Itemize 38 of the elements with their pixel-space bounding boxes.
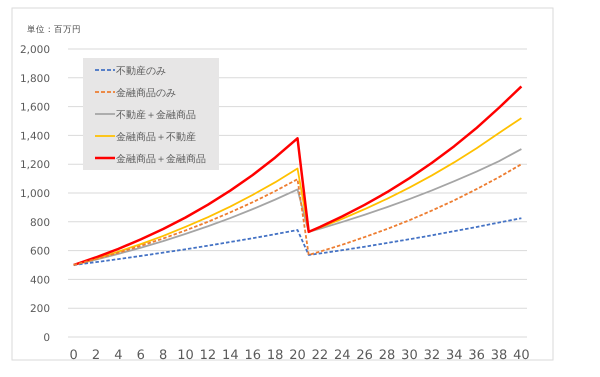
y-tick-label: 1,600 — [20, 102, 50, 114]
x-tick-label: 40 — [513, 348, 530, 363]
y-tick-label: 800 — [30, 216, 50, 229]
legend-label: 金融商品＋金融商品 — [116, 153, 206, 165]
x-tick-label: 32 — [424, 348, 440, 363]
x-tick-label: 16 — [244, 348, 261, 363]
x-tick-label: 30 — [401, 348, 418, 363]
y-tick-label: 1,000 — [20, 188, 50, 200]
legend-label: 金融商品＋不動産 — [116, 131, 196, 143]
x-tick-label: 38 — [490, 348, 508, 363]
y-tick-label: 400 — [30, 274, 50, 286]
x-tick-label: 10 — [177, 348, 194, 363]
y-axis-title: 単位：百万円 — [27, 24, 81, 35]
x-tick-label: 26 — [356, 348, 373, 363]
x-tick-label: 20 — [289, 348, 306, 363]
x-tick-label: 22 — [312, 348, 328, 363]
y-tick-label: 2,000 — [20, 44, 50, 56]
y-tick-label: 600 — [30, 246, 50, 258]
x-tick-label: 28 — [378, 348, 396, 363]
x-tick-label: 12 — [200, 348, 216, 363]
x-tick-label: 14 — [222, 348, 239, 363]
y-tick-label: 1,800 — [20, 72, 50, 85]
x-tick-label: 18 — [266, 348, 284, 363]
legend-label: 不動産のみ — [116, 65, 166, 77]
y-tick-label: 200 — [30, 303, 50, 316]
y-tick-label: 1,200 — [20, 159, 50, 172]
legend-label: 金融商品のみ — [116, 87, 176, 99]
x-tick-label: 24 — [334, 348, 351, 363]
x-tick-label: 6 — [136, 348, 145, 363]
x-tick-label: 36 — [468, 348, 485, 363]
x-tick-label: 34 — [446, 348, 463, 363]
x-tick-label: 4 — [114, 348, 123, 363]
legend-label: 不動産＋金融商品 — [116, 109, 196, 121]
x-tick-label: 0 — [69, 348, 78, 363]
x-tick-label: 2 — [92, 348, 100, 363]
y-tick-label: 1,400 — [20, 130, 50, 142]
x-tick-label: 8 — [159, 348, 168, 363]
y-tick-label: 0 — [43, 332, 50, 344]
